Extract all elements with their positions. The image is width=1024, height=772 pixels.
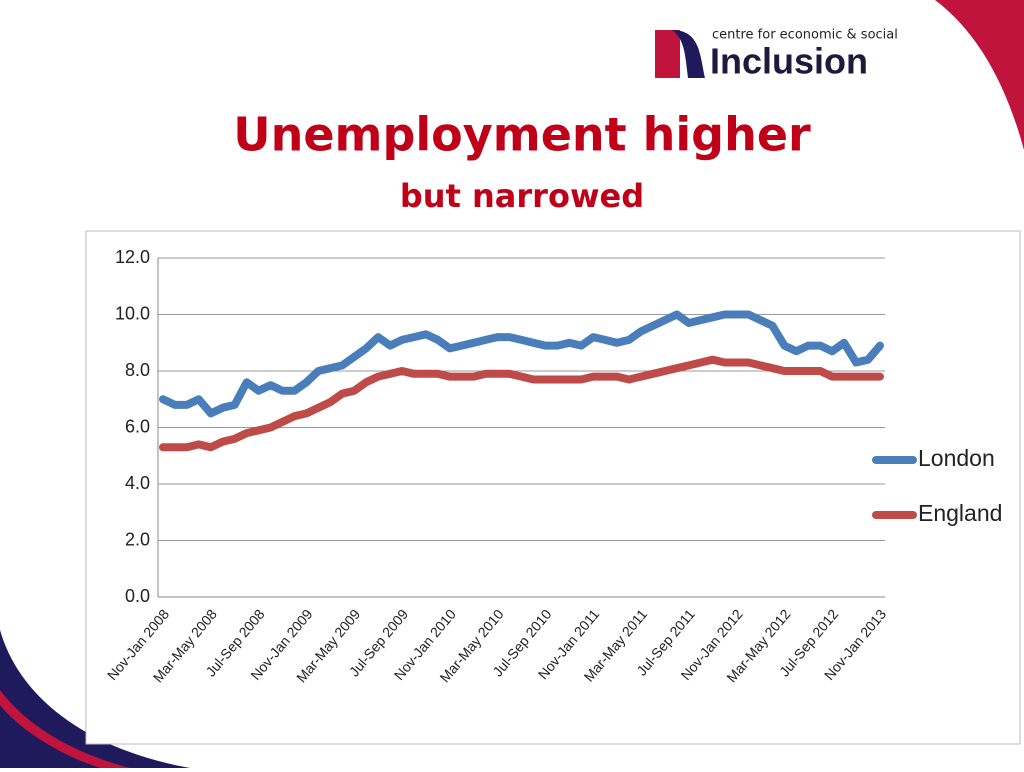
logo-mark xyxy=(655,30,680,78)
y-tick-label: 6.0 xyxy=(125,416,150,436)
logo-mark xyxy=(672,30,705,78)
corner-swoosh xyxy=(0,690,130,768)
y-tick-label: 2.0 xyxy=(125,529,150,549)
series-line xyxy=(159,310,884,418)
chart-subtitle: but narrowed xyxy=(400,177,644,215)
series-line xyxy=(159,355,884,452)
chart-title: Unemployment higher xyxy=(233,108,811,162)
y-tick-label: 4.0 xyxy=(125,473,150,493)
logo-tagline: centre for economic & social xyxy=(712,28,898,43)
y-tick-label: 0.0 xyxy=(125,586,150,606)
y-tick-label: 10.0 xyxy=(115,303,150,323)
y-tick-label: 12.0 xyxy=(115,247,150,267)
y-tick-label: 8.0 xyxy=(125,360,150,380)
logo-name: Inclusion xyxy=(710,41,868,82)
legend-label: London xyxy=(918,445,995,471)
legend-label: England xyxy=(918,500,1002,526)
chart-frame xyxy=(85,230,1021,745)
corner-swoosh xyxy=(935,0,1024,150)
